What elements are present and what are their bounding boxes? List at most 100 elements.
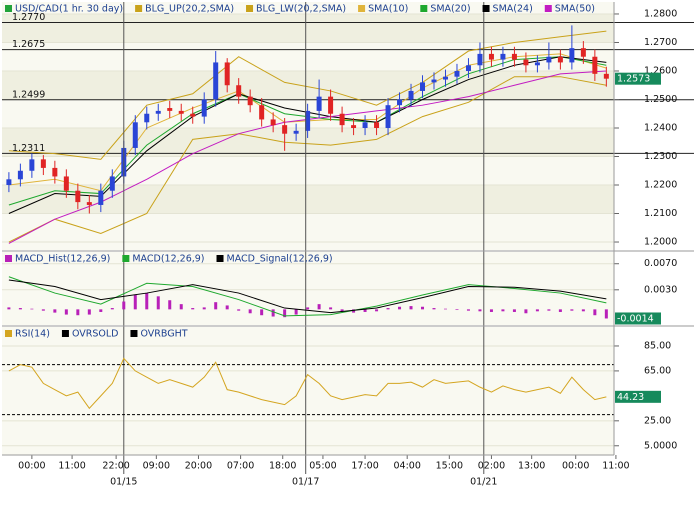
histogram-bar: [455, 309, 459, 311]
candle-body: [40, 159, 46, 168]
histogram-bar: [604, 309, 608, 319]
candle-body: [201, 99, 207, 117]
candle-body: [63, 176, 69, 191]
candle-body: [488, 53, 494, 60]
histogram-bar: [386, 308, 390, 310]
candle-body: [178, 110, 184, 114]
histogram-bar: [53, 309, 57, 313]
candle-body: [328, 96, 334, 114]
last-value-box: [615, 72, 661, 85]
legend-label: BLG_LW(20,2,SMA): [256, 4, 346, 15]
histogram-bar: [260, 309, 264, 316]
level-label: 1.2675: [12, 39, 45, 50]
histogram-bar: [340, 309, 344, 312]
y-tick-label: 1.2700: [644, 37, 677, 48]
legend-swatch: [130, 330, 138, 337]
y-tick-label: 65.00: [644, 365, 671, 376]
candle-body: [397, 99, 403, 106]
candle-body: [213, 62, 219, 100]
legend-label: BLG_UP(20,2,SMA): [145, 4, 234, 15]
overlay-line: [8, 76, 607, 243]
x-tick-label: 11:00: [602, 461, 629, 472]
x-tick-label: 00:00: [18, 461, 45, 472]
candle-body: [385, 105, 391, 128]
y-tick-label: 85.00: [644, 340, 671, 351]
y-tick-label: 0.0030: [644, 284, 677, 295]
histogram-bar: [581, 309, 585, 312]
candle-body: [603, 73, 609, 79]
candle-body: [144, 113, 150, 123]
candle-body: [132, 122, 138, 148]
x-tick-label: 04:00: [393, 461, 420, 472]
overlay-line: [8, 30, 607, 160]
candle-body: [408, 90, 414, 100]
legend-swatch: [482, 5, 490, 12]
candle-body: [362, 122, 368, 128]
histogram-bar: [156, 296, 160, 310]
candle-body: [339, 113, 345, 126]
histogram-bar: [501, 309, 505, 312]
legend-label: SMA(50): [555, 4, 595, 15]
histogram-bar: [352, 309, 356, 313]
candle-body: [293, 130, 299, 134]
candle-body: [454, 70, 460, 77]
histogram-bar: [375, 309, 379, 312]
candle-body: [351, 125, 357, 128]
candle-body: [167, 108, 173, 111]
x-tick-label: 00:00: [562, 461, 589, 472]
grid-band: [2, 13, 614, 43]
candle-body: [477, 53, 483, 66]
histogram-bar: [271, 309, 275, 317]
histogram-bar: [179, 304, 183, 310]
indicator-line: [8, 276, 607, 317]
histogram-bar: [398, 306, 402, 310]
candle-body: [534, 62, 540, 66]
legend-label: MACD(12,26,9): [132, 254, 204, 265]
candle-body: [190, 113, 196, 117]
candle-body: [224, 62, 230, 86]
candle-body: [259, 105, 265, 120]
background-layer: [2, 13, 614, 447]
y-tick-label: 5.0000: [644, 440, 677, 451]
histogram-bar: [237, 309, 241, 311]
histogram-bar: [432, 308, 436, 310]
candle-body: [270, 119, 276, 126]
y-tick-label: 1.2400: [644, 122, 677, 133]
legend-swatch: [135, 5, 143, 12]
candle-body: [6, 179, 12, 186]
y-tick-label: 25.00: [644, 415, 671, 426]
histogram-bar: [306, 307, 310, 310]
histogram-bar: [535, 309, 539, 312]
candle-body: [592, 56, 598, 74]
indicator-line: [8, 279, 607, 314]
histogram-bar: [168, 300, 172, 310]
candle-body: [29, 159, 35, 171]
legend-swatch: [358, 5, 366, 12]
histogram-bar: [87, 309, 91, 315]
indicator-line: [8, 357, 607, 410]
last-value-label: 44.23: [617, 392, 644, 403]
histogram-bar: [64, 309, 68, 315]
date-label: 01/21: [470, 477, 497, 488]
histogram-bar: [466, 309, 470, 311]
histogram-bar: [214, 302, 218, 310]
last-value-label: 1.2573: [617, 74, 650, 85]
y-tick-label: 1.2200: [644, 180, 677, 191]
legend-swatch: [544, 5, 552, 12]
histogram-bar: [30, 308, 34, 310]
histogram-bar: [317, 304, 321, 310]
legend-swatch: [5, 255, 12, 262]
candle-body: [431, 79, 437, 83]
y-tick-label: 1.2000: [644, 237, 677, 248]
rsi-panel: [2, 327, 614, 455]
last-value-box: [615, 312, 661, 325]
last-value-label: -0.0014: [617, 313, 654, 324]
histogram-bar: [409, 306, 413, 310]
candle-body: [86, 202, 92, 205]
histogram-bar: [363, 309, 367, 312]
candle-body: [155, 110, 161, 114]
candle-body: [17, 170, 23, 180]
candle-body: [282, 125, 288, 134]
histogram-bar: [191, 308, 195, 310]
